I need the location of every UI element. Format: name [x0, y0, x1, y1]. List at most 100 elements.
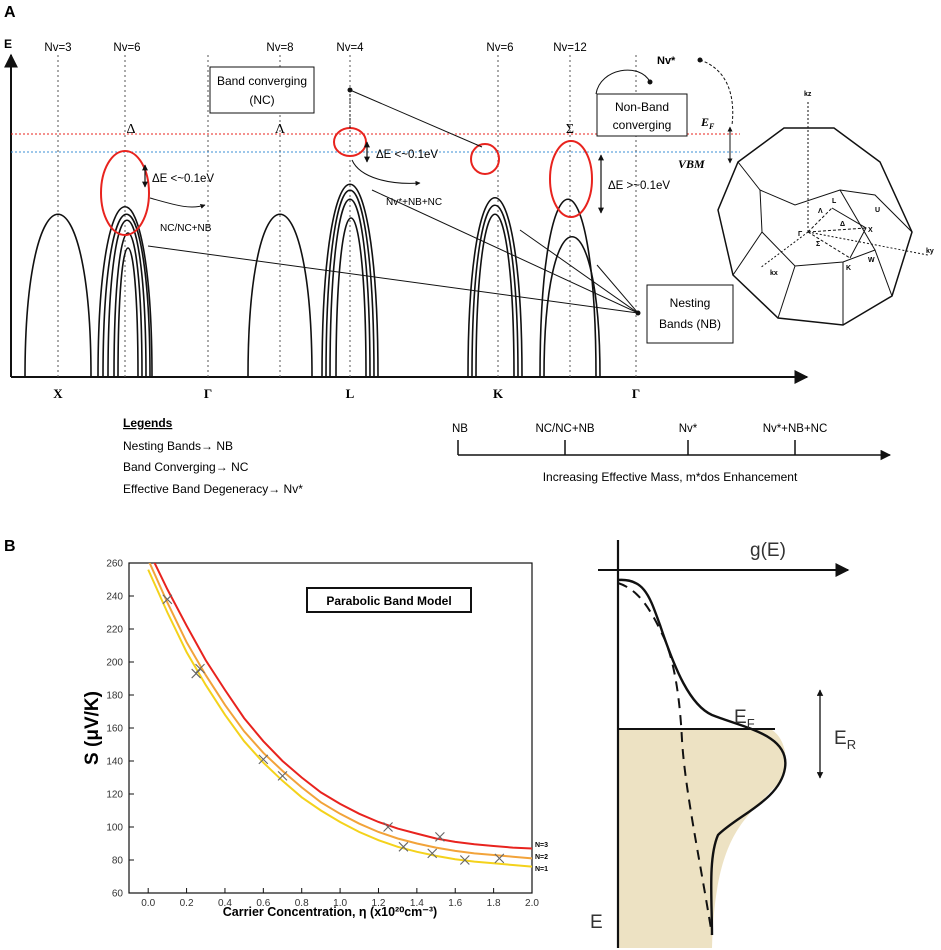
region-label-sigma: Σ: [566, 122, 574, 137]
data-marker: [459, 855, 470, 865]
x-axis-label: Carrier Concentration, η (x10²⁰cm⁻³): [223, 905, 437, 919]
annotation-nv-arrow: [351, 159, 421, 186]
panel-a: A E Nv=3 Nv=6 Nv=8 Nv=4 Nv=6 Nv=12 Δ: [3, 4, 934, 496]
nesting-bands-label-2: Bands (NB): [659, 317, 721, 331]
bz-label-x: X: [868, 227, 873, 234]
ellipse-delta: [100, 150, 150, 236]
dos-diagram: g(E) EF ER E: [590, 540, 856, 948]
g-axis-label: g(E): [750, 540, 786, 561]
band-sigma-2: [543, 236, 601, 378]
band-l-2: [325, 189, 375, 378]
data-marker: [277, 770, 288, 781]
tick-gamma-2: Γ: [632, 386, 640, 401]
nv-star-label: Nv*: [657, 55, 676, 67]
chart-title-box: [306, 587, 472, 613]
band-k-3: [475, 213, 515, 378]
ellipse-sigma: [549, 140, 593, 218]
band-converging-label-1: Band converging: [217, 74, 307, 88]
panel-b: B 60 80 100 120 140 160 180 200 220 240 260 0.0 0.2…: [4, 538, 856, 948]
bz-label-gamma: Γ: [798, 231, 803, 238]
region-label-lambda: Λ: [275, 122, 286, 137]
non-band-label-2: converging: [613, 118, 672, 132]
bz-label-w: W: [868, 257, 875, 264]
x-tick-label: 0.4: [218, 898, 232, 909]
band-converging-box: [209, 66, 315, 114]
bz-label-kz: kz: [804, 91, 812, 98]
nesting-bands-label-1: Nesting: [670, 296, 711, 310]
band-lambda: [247, 213, 313, 378]
non-band-label-1: Non-Band: [615, 100, 669, 114]
legend: Legends Nesting Bands→ NB Band Convergin…: [123, 416, 303, 496]
band-delta-4: [113, 232, 143, 378]
effective-mass-scale: NB NC/NC+NB Nv* Nv*+NB+NC Increasing Eff…: [452, 423, 892, 484]
ellipse-k: [470, 143, 500, 175]
nv-label-k: Nv=6: [486, 42, 513, 54]
y-tick-label: 220: [106, 625, 123, 636]
scale-caption: Increasing Effective Mass, m*dos Enhance…: [543, 470, 798, 484]
bz-label-ky: ky: [926, 248, 934, 255]
non-band-dot: [647, 79, 653, 85]
nc-connector-k: [349, 89, 483, 148]
y-tick-label: 180: [106, 691, 123, 702]
dos-parabolic-curve: [617, 582, 713, 936]
delta-e-label-2: ΔE <~0.1eV: [376, 149, 438, 161]
ef-label: EF: [700, 115, 715, 131]
panel-a-label: A: [4, 4, 16, 21]
nesting-dot: [635, 310, 641, 316]
band-converging-label-2: (NC): [249, 93, 274, 107]
nv-star-dot: [697, 57, 703, 63]
nesting-bands-box: [646, 284, 734, 344]
scale-label-nb: NB: [452, 423, 468, 435]
data-marker: [258, 754, 269, 765]
brillouin-zone: kz Γ L Λ Σ Δ U X K W kx ky: [717, 91, 934, 326]
annotation-nv-nb-nc: Nv*+NB+NC: [386, 197, 442, 208]
series-label-n3: N=3: [535, 842, 548, 849]
x-tick-label: 1.6: [448, 898, 462, 909]
dos-curve: [617, 578, 787, 936]
non-band-arc: [595, 69, 651, 95]
bz-label-k: K: [846, 265, 851, 272]
tick-gamma-1: Γ: [204, 386, 212, 401]
y-tick-label: 240: [106, 592, 123, 603]
data-marker: [427, 848, 438, 859]
bz-label-delta: Δ: [840, 221, 845, 228]
y-ticks: 60 80 100 120 140 160 180 200 220 240 260: [106, 559, 134, 900]
y-tick-label: 80: [112, 856, 124, 867]
annotation-nc-nb: NC/NC+NB: [160, 223, 212, 234]
tick-l: L: [346, 386, 355, 401]
series-line-n2: [148, 563, 532, 860]
series-label-n2: N=2: [535, 854, 548, 861]
band-delta-5: [117, 247, 139, 378]
bz-label-sigma: Σ: [816, 241, 820, 248]
band-l-3: [329, 198, 371, 378]
y-tick-label: 140: [106, 757, 123, 768]
chart-title: Parabolic Band Model: [326, 594, 451, 608]
x-tick-label: 1.4: [410, 898, 424, 909]
y-tick-label: 260: [106, 559, 123, 570]
y-tick-label: 60: [112, 889, 124, 900]
bz-label-kx: kx: [770, 270, 778, 277]
band-delta-2: [102, 213, 151, 378]
panel-b-label: B: [4, 538, 16, 555]
y-tick-label: 120: [106, 790, 123, 801]
y-tick-label: 160: [106, 724, 123, 735]
series-line-n1: [147, 569, 532, 868]
legend-item-nc: Band Converging→ NC: [123, 460, 249, 474]
scale-label-nv-nb-nc: Nv*+NB+NC: [763, 423, 828, 435]
nv-label-sigma: Nv=12: [553, 42, 587, 54]
energy-label: E: [590, 912, 603, 933]
tick-k: K: [493, 386, 504, 401]
x-tick-label: 0.2: [180, 898, 194, 909]
delta-e-label-1: ΔE <~0.1eV: [152, 173, 214, 185]
bz-label-u: U: [875, 207, 880, 214]
bz-label-l: L: [832, 198, 837, 205]
x-tick-label: 2.0: [525, 898, 539, 909]
nv-label-x: Nv=3: [44, 42, 71, 54]
band-l-4: [335, 217, 367, 378]
band-x: [24, 213, 92, 378]
delta-e-label-3: ΔE >~0.1eV: [608, 180, 670, 192]
series-label-n1: N=1: [535, 866, 548, 873]
data-marker: [195, 663, 205, 674]
vbm-label: VBM: [678, 157, 705, 171]
